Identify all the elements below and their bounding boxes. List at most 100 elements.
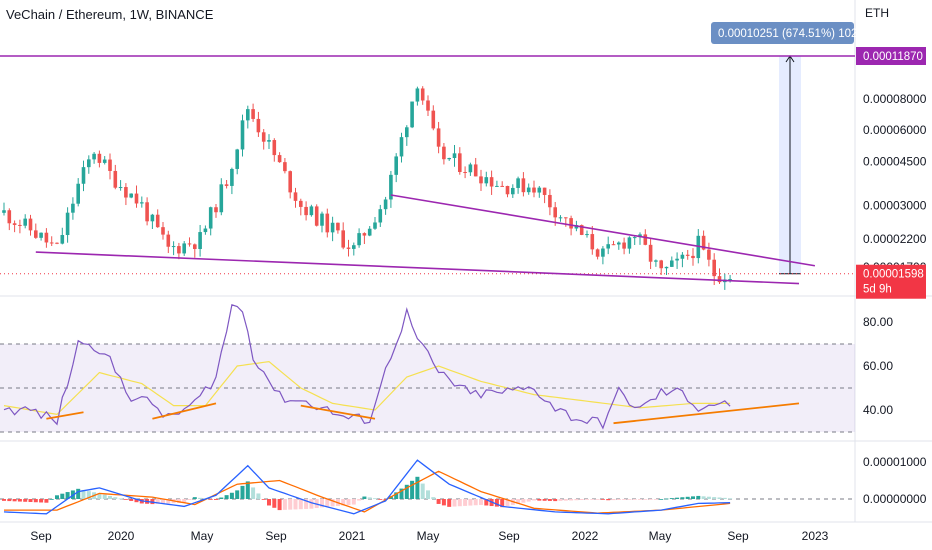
macd-histogram-bar: [251, 487, 256, 499]
macd-histogram-bar: [341, 499, 346, 506]
macd-histogram-bar: [420, 483, 425, 499]
candle-body: [357, 233, 361, 246]
macd-histogram-bar: [648, 499, 653, 500]
rsi-divergence-line: [46, 411, 84, 420]
candle-body: [277, 155, 282, 163]
macd-histogram-bar: [717, 497, 722, 499]
candle-body: [542, 187, 547, 195]
candle-body: [410, 101, 414, 128]
candle-body: [394, 156, 398, 175]
candle-body: [304, 206, 308, 216]
candle-body: [102, 159, 107, 163]
macd-histogram-bar: [288, 499, 293, 510]
macd-histogram-bar: [410, 480, 415, 499]
macd-histogram-bar: [691, 496, 695, 499]
macd-histogram-bar: [81, 489, 86, 499]
candle-body: [230, 168, 234, 186]
candle-body: [124, 187, 128, 198]
candle-body: [420, 88, 425, 101]
candle-body: [511, 187, 515, 195]
macd-histogram-bar: [590, 499, 595, 500]
candle-body: [495, 185, 499, 187]
macd-histogram-bar: [722, 497, 727, 499]
rsi-divergence-line: [152, 402, 217, 420]
macd-histogram-bar: [696, 495, 701, 499]
candle-body: [521, 178, 526, 193]
candle-body: [235, 149, 239, 169]
macd-histogram-bar: [44, 499, 49, 503]
price-tick-label: 0.00006000: [863, 123, 927, 137]
time-tick-label: Sep: [30, 529, 52, 543]
candle-body: [574, 225, 579, 229]
macd-histogram-bar: [447, 499, 452, 507]
candle-body: [92, 153, 96, 160]
macd-histogram-bar: [187, 499, 192, 500]
macd-histogram-bar: [176, 499, 181, 503]
macd-histogram-bar: [569, 499, 574, 501]
candle-body: [473, 164, 478, 177]
chart-title: VeChain / Ethereum, 1W, BINANCE: [6, 7, 214, 22]
macd-histogram-bar: [436, 499, 441, 504]
candle-body: [585, 234, 589, 236]
macd-histogram-bar: [346, 499, 351, 506]
candle-body: [71, 203, 75, 213]
candle-body: [558, 217, 563, 219]
candle-body: [622, 242, 626, 249]
price-tick-label: 0.00008000: [863, 92, 927, 106]
macd-histogram-bar: [728, 498, 733, 500]
candle-body: [134, 193, 139, 204]
macd-histogram-bar: [325, 499, 330, 507]
candle-body: [224, 184, 229, 186]
candle-body: [108, 159, 112, 171]
candle-body: [553, 207, 557, 218]
macd-histogram-bar: [357, 499, 362, 501]
macd-histogram-bar: [574, 499, 579, 501]
candle-body: [489, 177, 494, 187]
macd-histogram-bar: [272, 499, 277, 508]
macd-histogram-bar: [60, 493, 65, 499]
macd-histogram-bar: [367, 497, 372, 499]
macd-histogram-bar: [463, 499, 468, 506]
rsi-tick-label: 80.00: [863, 315, 893, 329]
candle-body: [118, 187, 123, 189]
candle-body: [632, 237, 637, 239]
macd-histogram-bar: [378, 499, 383, 500]
macd-histogram-bar: [245, 481, 250, 499]
rsi-ma-line: [3, 360, 731, 416]
candle-body: [627, 237, 632, 249]
candle-body: [198, 232, 202, 249]
time-tick-label: Sep: [498, 529, 520, 543]
candle-body: [606, 244, 610, 249]
measure-tooltip-text: 0.00010251 (674.51%) 10251: [718, 28, 870, 40]
macd-histogram-bar: [28, 499, 33, 503]
macd-histogram-bar: [65, 492, 70, 499]
macd-histogram-bar: [261, 499, 266, 500]
rsi-divergence-line: [300, 404, 376, 420]
candle-body: [617, 242, 621, 245]
measure-tooltip-box: [711, 22, 854, 44]
candle-body: [601, 248, 605, 257]
candle-body: [383, 199, 388, 210]
macd-histogram-bar: [632, 499, 637, 500]
candle-body: [569, 218, 573, 229]
macd-histogram-bar: [166, 499, 171, 504]
time-tick-label: May: [649, 529, 672, 543]
candle-body: [49, 242, 54, 244]
candle-body: [155, 214, 160, 228]
time-tick-label: 2020: [108, 529, 135, 543]
macd-histogram-bar: [542, 499, 547, 501]
lower-trendline: [35, 251, 800, 285]
candle-body: [595, 249, 600, 257]
candle-body: [701, 235, 706, 250]
candle-body: [532, 187, 536, 193]
macd-histogram-bar: [431, 497, 436, 499]
macd-histogram-bar: [282, 499, 287, 510]
candle-body: [44, 232, 49, 243]
candle-body: [12, 223, 17, 225]
macd-histogram-bar: [235, 490, 240, 499]
candle-body: [685, 254, 690, 256]
macd-histogram-bar: [214, 499, 218, 500]
candle-body: [341, 230, 345, 248]
macd-histogram-bar: [240, 485, 245, 499]
